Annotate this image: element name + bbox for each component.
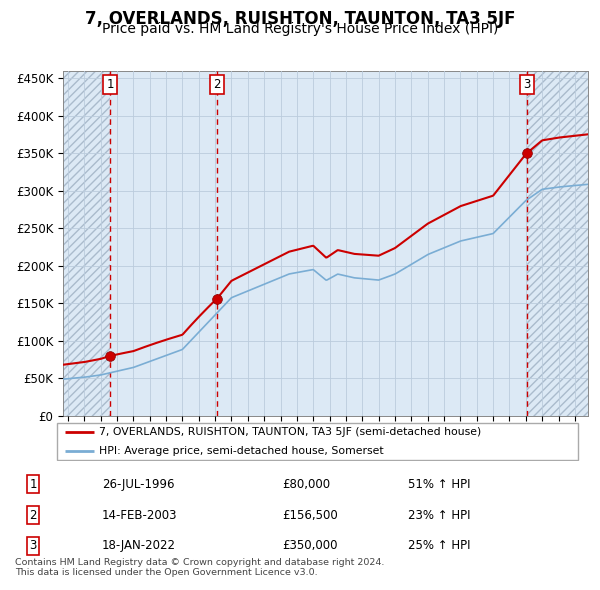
Text: 18-JAN-2022: 18-JAN-2022 <box>102 539 176 552</box>
Text: 1: 1 <box>29 478 37 491</box>
Text: £350,000: £350,000 <box>282 539 337 552</box>
Bar <box>63 71 110 416</box>
Text: HPI: Average price, semi-detached house, Somerset: HPI: Average price, semi-detached house,… <box>99 446 383 456</box>
Text: 7, OVERLANDS, RUISHTON, TAUNTON, TA3 5JF (semi-detached house): 7, OVERLANDS, RUISHTON, TAUNTON, TA3 5JF… <box>99 427 481 437</box>
Text: 2: 2 <box>29 509 37 522</box>
Bar <box>217 71 527 416</box>
Bar <box>527 71 588 416</box>
Text: Price paid vs. HM Land Registry's House Price Index (HPI): Price paid vs. HM Land Registry's House … <box>102 22 498 37</box>
Bar <box>110 71 217 416</box>
Text: 7, OVERLANDS, RUISHTON, TAUNTON, TA3 5JF: 7, OVERLANDS, RUISHTON, TAUNTON, TA3 5JF <box>85 10 515 28</box>
FancyBboxPatch shape <box>56 423 578 460</box>
Text: 26-JUL-1996: 26-JUL-1996 <box>102 478 175 491</box>
Text: 14-FEB-2003: 14-FEB-2003 <box>102 509 178 522</box>
Bar <box>527 71 588 416</box>
Bar <box>63 71 110 416</box>
Text: 2: 2 <box>214 78 221 91</box>
Text: 25% ↑ HPI: 25% ↑ HPI <box>408 539 470 552</box>
Text: 1: 1 <box>106 78 113 91</box>
Text: 51% ↑ HPI: 51% ↑ HPI <box>408 478 470 491</box>
Text: £156,500: £156,500 <box>282 509 338 522</box>
Text: Contains HM Land Registry data © Crown copyright and database right 2024.
This d: Contains HM Land Registry data © Crown c… <box>15 558 385 577</box>
Text: 3: 3 <box>29 539 37 552</box>
Text: 23% ↑ HPI: 23% ↑ HPI <box>408 509 470 522</box>
Text: 3: 3 <box>523 78 530 91</box>
Text: £80,000: £80,000 <box>282 478 330 491</box>
